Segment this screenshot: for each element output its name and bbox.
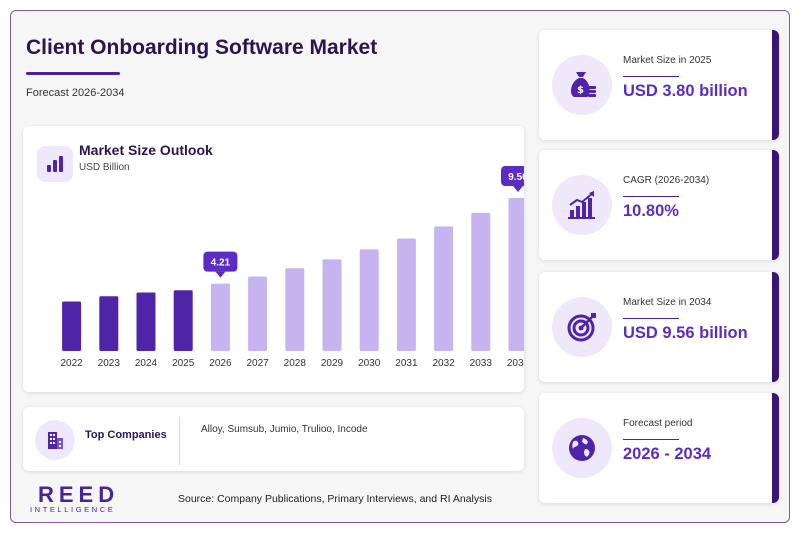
bar-2028	[285, 268, 305, 351]
bar-chart-icon	[37, 146, 73, 182]
x-tick-label: 2024	[135, 358, 158, 369]
stat-card-market-size-2034: Market Size in 2034 USD 9.56 billion	[539, 272, 779, 382]
stat-card-market-size-2025: $ Market Size in 2025 USD 3.80 billion	[539, 30, 779, 140]
top-companies-label: Top Companies	[85, 429, 167, 441]
money-bag-icon: $	[552, 55, 612, 115]
x-tick-label: 2026	[209, 358, 232, 369]
x-tick-label: 2033	[470, 358, 493, 369]
svg-text:4.21: 4.21	[211, 258, 231, 269]
svg-text:9.56: 9.56	[508, 172, 524, 183]
bar-2023	[99, 296, 119, 351]
stat-card-forecast-period: Forecast period 2026 - 2034	[539, 393, 779, 503]
page-title: Client Onboarding Software Market	[26, 36, 378, 59]
bar-2027	[248, 276, 268, 351]
svg-text:$: $	[577, 85, 584, 96]
bar-2029	[322, 259, 342, 351]
stat-value: USD 3.80 billion	[623, 82, 748, 100]
top-companies-list: Alloy, Sumsub, Jumio, Trulioo, Incode	[201, 424, 368, 435]
stat-value: USD 9.56 billion	[623, 324, 748, 342]
x-tick-label: 2034	[507, 358, 524, 369]
reed-logo-word: REED	[38, 482, 120, 507]
bar-2034	[508, 198, 524, 351]
stat-value: 2026 - 2034	[623, 445, 712, 463]
x-tick-label: 2025	[172, 358, 195, 369]
chart-title: Market Size Outlook	[79, 142, 213, 158]
source-note: Source: Company Publications, Primary In…	[178, 493, 492, 505]
stat-label: CAGR (2026-2034)	[623, 175, 710, 186]
data-label-2026: 4.21	[203, 251, 238, 278]
stat-value: 10.80%	[623, 202, 679, 220]
x-tick-label: 2027	[246, 358, 269, 369]
chart-unit-label: USD Billion	[79, 162, 130, 173]
reed-logo-subtitle: INTELLIGENCE	[30, 505, 116, 514]
x-tick-label: 2022	[60, 358, 83, 369]
x-tick-label: 2031	[395, 358, 418, 369]
bar-2032	[434, 226, 454, 351]
stat-card-cagr: CAGR (2026-2034) 10.80%	[539, 150, 779, 260]
globe-icon	[552, 418, 612, 478]
x-tick-label: 2030	[358, 358, 381, 369]
x-tick-label: 2029	[321, 358, 344, 369]
stat-label: Forecast period	[623, 418, 693, 429]
divider	[179, 417, 180, 465]
building-icon	[35, 420, 75, 460]
page-subtitle: Forecast 2026-2034	[26, 87, 125, 99]
bar-2022	[62, 301, 82, 351]
bar-2025	[173, 290, 193, 351]
bar-2026	[210, 283, 230, 351]
bar-2024	[136, 292, 156, 351]
stat-label: Market Size in 2034	[623, 297, 712, 308]
title-underline	[26, 72, 120, 75]
top-companies-card: Top Companies Alloy, Sumsub, Jumio, Trul…	[23, 407, 524, 471]
bar-2030	[359, 249, 379, 351]
target-icon	[552, 297, 612, 357]
stat-label: Market Size in 2025	[623, 55, 712, 66]
x-tick-label: 2028	[284, 358, 307, 369]
data-label-2034: 9.56	[501, 166, 524, 193]
bar-2033	[471, 212, 491, 351]
x-tick-label: 2023	[98, 358, 121, 369]
bar-2031	[396, 238, 416, 351]
x-tick-label: 2032	[432, 358, 455, 369]
growth-chart-icon	[552, 175, 612, 235]
market-size-bar-chart: 2022 2023 2024 2025 2026 4.21 2027 2028 2029 2030…	[60, 166, 524, 369]
market-size-chart-card: Market Size Outlook USD Billion 2022 2023…	[23, 126, 524, 392]
